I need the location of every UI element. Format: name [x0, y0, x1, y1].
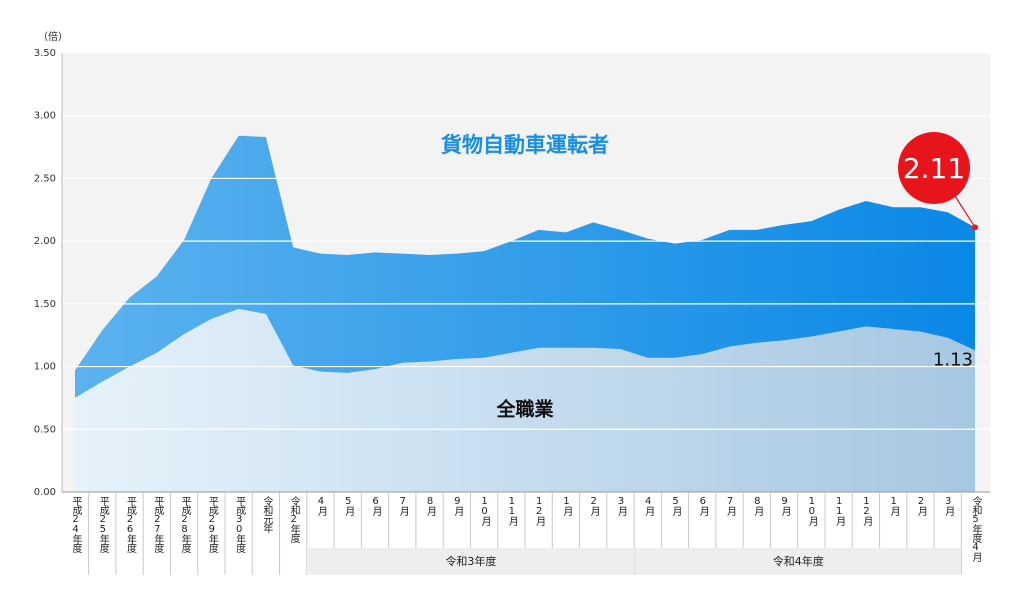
x-tick-label: 1月 — [560, 496, 572, 515]
x-tick-label: 平成29年度 — [206, 496, 218, 552]
x-tick-label: 平成30年度 — [233, 496, 245, 552]
x-tick-label: 3月 — [615, 496, 627, 515]
x-tick-label: 1月 — [888, 496, 900, 515]
series-label: 貨物自動車運転者 — [441, 133, 609, 157]
y-tick-label: 1.00 — [34, 362, 56, 373]
x-tick-label: 平成26年度 — [124, 496, 136, 552]
y-tick-label: 3.50 — [34, 48, 56, 59]
x-tick-label: 8月 — [424, 496, 436, 515]
x-tick-label: 12月 — [533, 496, 545, 525]
x-tick-label: 8月 — [751, 496, 763, 515]
x-tick-label: 9月 — [779, 496, 791, 515]
x-tick-label: 5月 — [342, 496, 354, 515]
x-tick-label: 令和元年 — [260, 496, 272, 532]
x-tick-label: 2月 — [588, 496, 600, 515]
x-tick-label: 11月 — [506, 496, 518, 525]
y-tick-label: 2.00 — [34, 236, 56, 247]
data-label: 2.11 — [903, 152, 965, 185]
y-tick-label: 0.50 — [34, 424, 56, 435]
y-tick-label: 2.50 — [34, 173, 56, 184]
y-tick-label: 3.00 — [34, 111, 56, 122]
x-tick-label: 3月 — [942, 496, 954, 515]
x-tick-label: 12月 — [860, 496, 872, 525]
x-tick-label: 6月 — [697, 496, 709, 515]
x-tick-label: 平成25年度 — [97, 496, 109, 552]
group-label: 令和4年度 — [635, 548, 962, 575]
data-label: 1.13 — [933, 349, 973, 370]
x-tick-label: 平成28年度 — [179, 496, 191, 552]
x-tick-label: 10月 — [479, 496, 491, 525]
x-tick-label: 5月 — [670, 496, 681, 515]
area — [75, 308, 975, 492]
group-label: 令和3年度 — [307, 548, 635, 575]
x-tick-label: 4月 — [315, 496, 327, 515]
x-tick-label: 10月 — [806, 496, 818, 525]
y-axis-unit: （倍） — [38, 30, 68, 43]
x-tick-label: 9月 — [451, 496, 463, 515]
x-tick-label: 4月 — [642, 496, 654, 515]
callout-bubble — [898, 132, 970, 204]
x-tick-label: 7月 — [724, 496, 736, 515]
series-label: 全職業 — [495, 398, 554, 421]
y-tick-label: 0.00 — [34, 487, 56, 498]
callout-line — [954, 195, 976, 228]
y-tick-label: 1.50 — [34, 299, 56, 310]
data-point — [972, 224, 978, 231]
x-tick-label: 11月 — [833, 496, 845, 525]
x-tick-label: 平成24年度 — [70, 496, 81, 552]
x-tick-label: 6月 — [370, 496, 381, 515]
x-tick-label: 平成27年度 — [151, 496, 163, 552]
x-tick-label: 2月 — [915, 496, 927, 515]
x-tick-label: 令和2年度 — [288, 496, 300, 542]
x-tick-label: 令和5年度4月 — [970, 496, 981, 561]
x-tick-label: 7月 — [397, 496, 409, 515]
